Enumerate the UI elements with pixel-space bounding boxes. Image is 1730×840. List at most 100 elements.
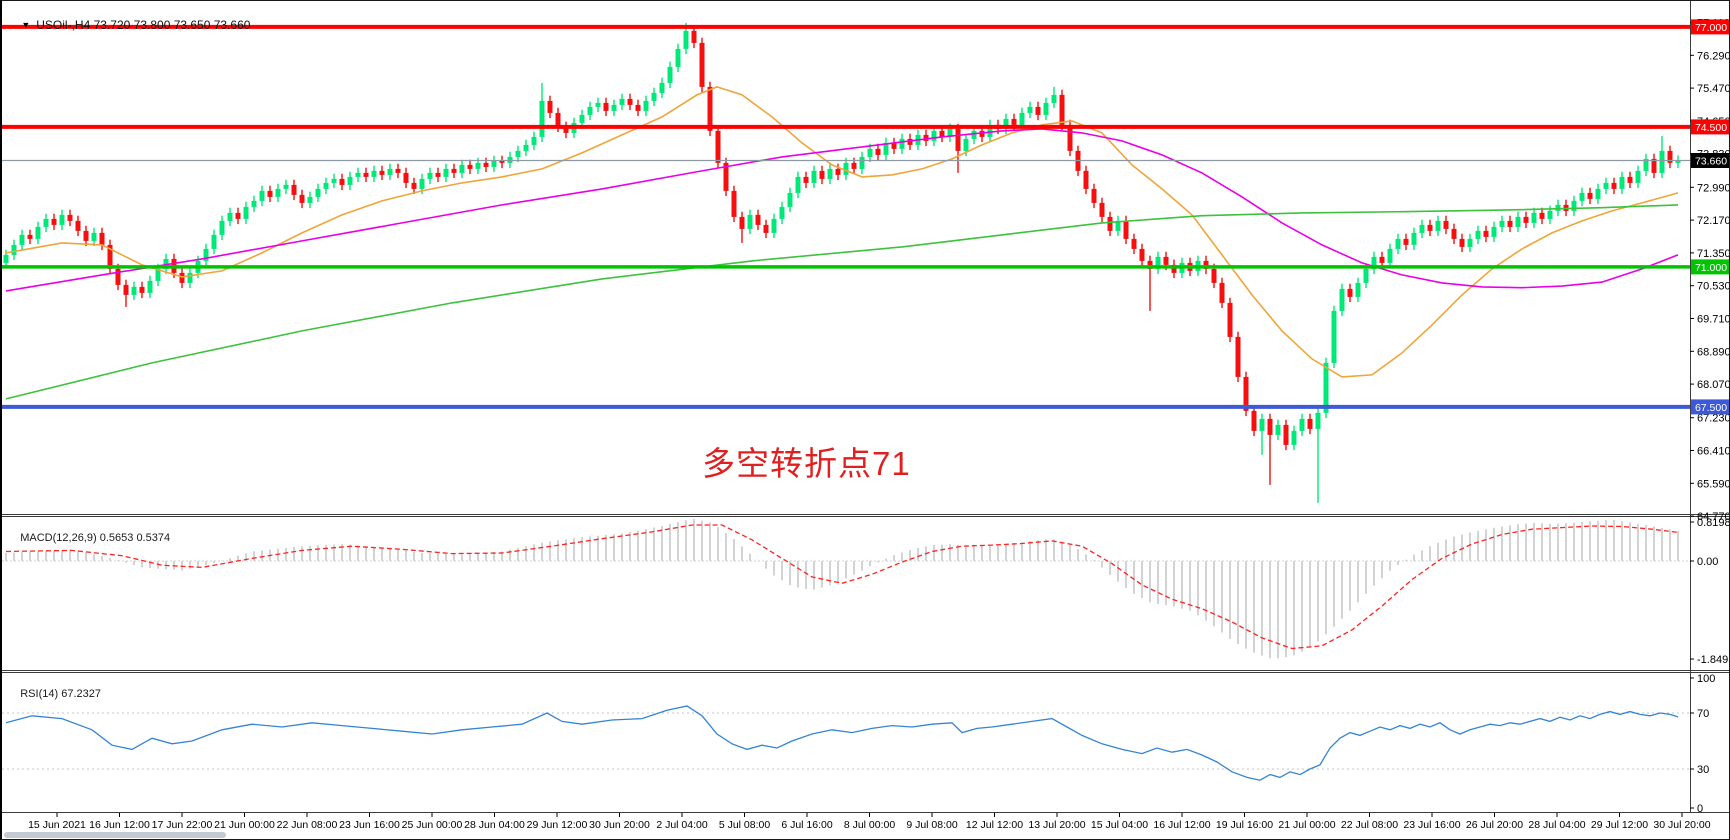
candle-body <box>1419 224 1425 233</box>
candle-body <box>1475 230 1481 239</box>
candle-body <box>371 170 377 177</box>
candle-body <box>267 190 273 197</box>
candle-body <box>803 176 809 183</box>
candle-body <box>451 168 457 173</box>
candle-body <box>1307 418 1313 429</box>
candle-body <box>843 162 849 175</box>
candle-body <box>1099 202 1105 217</box>
candle-body <box>563 126 569 133</box>
candle-body <box>811 170 817 183</box>
indicator-axis-labels[interactable]: 0.8198 0.00 -1.8495 100 70 30 0 <box>1690 517 1730 815</box>
horizontal-scrollbar-thumb[interactable] <box>4 832 226 838</box>
candle-body <box>3 254 9 263</box>
candle-body <box>1515 216 1521 227</box>
price-tick-label: 76.290 <box>1697 50 1730 62</box>
candle-body <box>379 170 385 175</box>
svg-text:77.000: 77.000 <box>1695 22 1727 34</box>
candle-body <box>459 164 465 173</box>
time-axis[interactable]: 15 Jun 2021 16 Jun 12:00 17 Jun 22:00 21 Ju… <box>28 813 1711 831</box>
candle-body <box>1147 260 1153 269</box>
candle-body <box>483 162 489 167</box>
candle-body <box>1323 362 1329 413</box>
candle-body <box>467 164 473 169</box>
candle-body <box>627 98 633 105</box>
candle-body <box>139 286 145 293</box>
hline-price-badge: 77.000 <box>1691 19 1729 35</box>
candle-body <box>1123 220 1129 239</box>
price-tick-label: 72.990 <box>1697 182 1730 194</box>
candle-body <box>1483 230 1489 237</box>
candle-body <box>1083 170 1089 189</box>
candle-body <box>1547 210 1553 219</box>
candle-body <box>795 176 801 193</box>
candle-body <box>1435 220 1441 231</box>
candle-body <box>675 48 681 67</box>
candle-body <box>771 218 777 233</box>
time-tick-label: 2 Jul 04:00 <box>656 819 708 831</box>
candle-body <box>1347 288 1353 297</box>
macd-histogram <box>5 519 1679 659</box>
candle-body <box>227 212 233 221</box>
candle-body <box>75 220 81 231</box>
candle-body <box>683 30 689 49</box>
candle-body <box>1067 124 1073 151</box>
price-tick-label: 70.530 <box>1697 281 1730 293</box>
ma-fast-orange <box>5 86 1679 378</box>
time-tick-label: 29 Jul 12:00 <box>1591 819 1648 831</box>
ma-slow-green <box>5 204 1679 400</box>
hline-price-badge: 67.500 <box>1691 399 1729 415</box>
price-tick-label: 71.350 <box>1697 248 1730 260</box>
candle-body <box>987 124 993 137</box>
candle-body <box>1667 150 1673 163</box>
candle-body <box>435 172 441 177</box>
price-tick-label: 69.710 <box>1697 314 1730 326</box>
candle-body <box>715 130 721 163</box>
candle-body <box>539 100 545 137</box>
ma-mid-magenta <box>5 128 1679 292</box>
price-axis[interactable]: 77.11076.29075.47074.65073.83072.99072.1… <box>1690 18 1730 524</box>
text-annotation: 多空转折点71 <box>702 445 911 482</box>
candle-body <box>99 232 105 245</box>
time-tick-label: 15 Jun 2021 <box>28 819 86 831</box>
chevron-down-icon[interactable]: ▼ <box>21 20 31 30</box>
time-tick-label: 16 Jun 12:00 <box>89 819 150 831</box>
candlestick-series[interactable] <box>3 22 1681 503</box>
time-tick-label: 23 Jul 16:00 <box>1403 819 1460 831</box>
candle-body <box>1115 220 1121 231</box>
candle-body <box>1251 410 1257 431</box>
candle-body <box>1051 94 1057 103</box>
candle-body <box>1259 418 1265 431</box>
macd-axis-label: 0.00 <box>1697 556 1718 568</box>
candle-body <box>587 106 593 115</box>
candle-body <box>1027 106 1033 113</box>
candle-body <box>1411 232 1417 245</box>
svg-text:74.500: 74.500 <box>1695 122 1727 134</box>
macd-main-value: 0.5653 <box>99 532 134 544</box>
candle-body <box>1355 282 1361 297</box>
rsi-line <box>5 705 1679 781</box>
candle-body <box>1291 430 1297 445</box>
candle-body <box>739 216 745 229</box>
time-tick-label: 25 Jun 00:00 <box>402 819 463 831</box>
candle-body <box>1331 310 1337 363</box>
candle-body <box>1571 200 1577 211</box>
candle-body <box>1651 158 1657 173</box>
time-tick-label: 15 Jul 04:00 <box>1091 819 1148 831</box>
candle-body <box>867 148 873 157</box>
candle-body <box>419 178 425 189</box>
candle-body <box>27 234 33 239</box>
candle-body <box>1235 336 1241 377</box>
candle-body <box>283 184 289 189</box>
candle-body <box>755 214 761 225</box>
candle-body <box>667 66 673 83</box>
candle-body <box>1603 182 1609 189</box>
candle-body <box>395 168 401 173</box>
svg-text:71.000: 71.000 <box>1695 262 1727 274</box>
price-tick-label: 66.410 <box>1697 446 1730 458</box>
candle-body <box>883 142 889 155</box>
rsi-axis-label: 70 <box>1697 708 1709 720</box>
candle-body <box>1395 238 1401 249</box>
candle-body <box>1627 176 1633 183</box>
time-tick-label: 28 Jun 04:00 <box>464 819 525 831</box>
